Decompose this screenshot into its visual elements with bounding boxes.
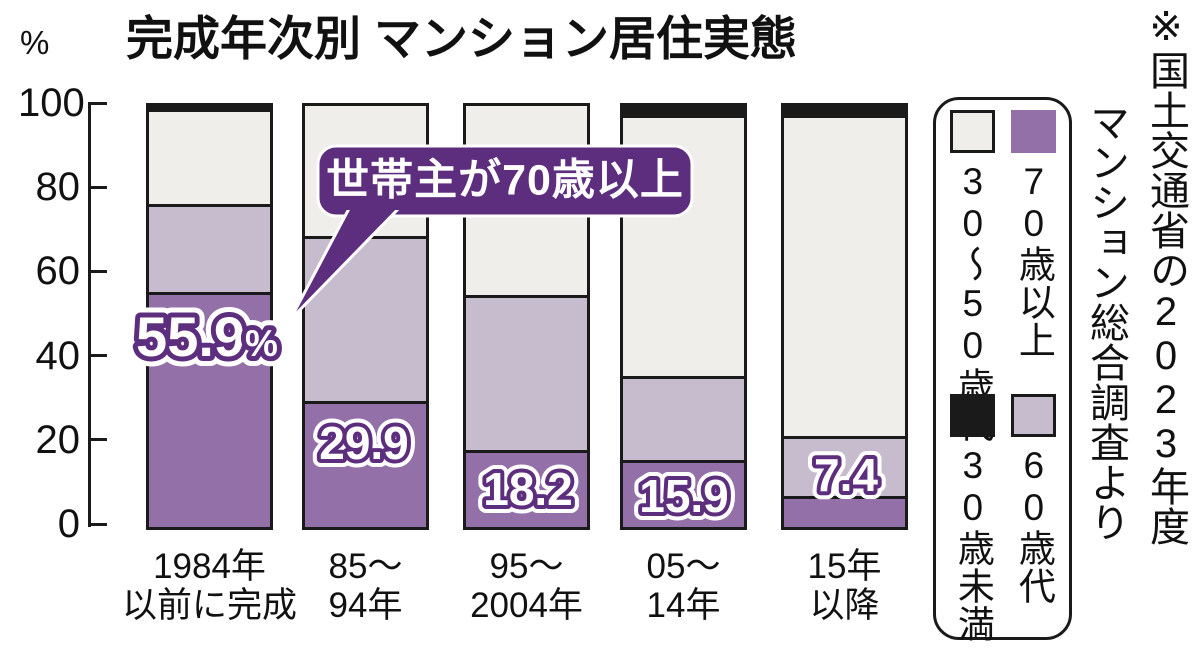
legend-label-70plus: 70歳以上 <box>1013 161 1055 359</box>
legend-label-under30: 30歳未満 <box>952 445 994 643</box>
x-label-3: 95〜 2004年 <box>470 547 583 625</box>
legend-box: 30〜50歳代 70歳以上 30歳未満 60歳代 <box>933 97 1072 643</box>
segment-under30 <box>623 106 744 115</box>
bar-5 <box>781 103 908 530</box>
bar-4 <box>620 103 747 530</box>
y-tick <box>88 438 107 442</box>
segment-30to50 <box>305 106 426 237</box>
segment-60s <box>305 236 426 402</box>
segment-70plus <box>466 450 587 527</box>
y-axis-line <box>88 103 91 527</box>
segment-70plus <box>149 291 270 527</box>
segment-30to50 <box>466 106 587 295</box>
bar-2 <box>302 103 429 530</box>
source-note-line1: ※国土交通省の2023年度 <box>1144 4 1188 546</box>
y-tick <box>88 185 107 189</box>
segment-30to50 <box>149 109 270 205</box>
y-tick <box>88 269 107 273</box>
y-tick-label: 60 <box>35 249 81 294</box>
chart-title: 完成年次別 マンション居住実態 <box>126 12 798 65</box>
segment-70plus <box>623 460 744 527</box>
y-tick <box>88 354 107 358</box>
segment-70plus <box>784 495 905 527</box>
segment-under30 <box>149 106 270 110</box>
y-tick-label: 0 <box>57 502 80 546</box>
legend-item-under30: 30歳未満 <box>947 394 997 643</box>
segment-under30 <box>784 106 905 115</box>
x-label-4: 05〜 14年 <box>646 547 721 625</box>
legend-swatch-60s <box>1010 394 1056 437</box>
segment-30to50 <box>784 114 905 436</box>
y-tick <box>88 522 107 526</box>
y-tick-label: 100 <box>18 81 85 125</box>
legend-swatch-under30 <box>949 394 995 437</box>
segment-30to50 <box>623 114 744 377</box>
y-tick <box>88 101 107 105</box>
y-tick-label: 80 <box>35 165 81 210</box>
segment-60s <box>149 204 270 292</box>
segment-60s <box>466 294 587 451</box>
source-note: ※国土交通省の2023年度 マンション総合調査より <box>1076 4 1196 649</box>
legend-item-60s: 60歳代 <box>1008 394 1058 605</box>
legend-swatch-30to50 <box>949 110 995 153</box>
segment-60s <box>623 376 744 461</box>
legend-swatch-70plus <box>1010 110 1056 153</box>
x-label-1: 1984年 以前に完成 <box>121 547 297 625</box>
source-note-line2: マンション総合調査より <box>1084 102 1128 542</box>
legend-label-60s: 60歳代 <box>1013 445 1055 605</box>
x-label-5: 15年 以降 <box>807 547 882 625</box>
segment-60s <box>784 435 905 496</box>
x-label-2: 85〜 94年 <box>328 547 403 625</box>
bar-3 <box>463 103 590 530</box>
bar-1 <box>146 103 273 530</box>
y-tick-label: 40 <box>35 333 81 378</box>
segment-70plus <box>305 401 426 527</box>
y-axis-unit: % <box>20 24 50 61</box>
legend-item-70plus: 70歳以上 <box>1008 110 1058 359</box>
y-tick-label: 20 <box>35 417 81 462</box>
